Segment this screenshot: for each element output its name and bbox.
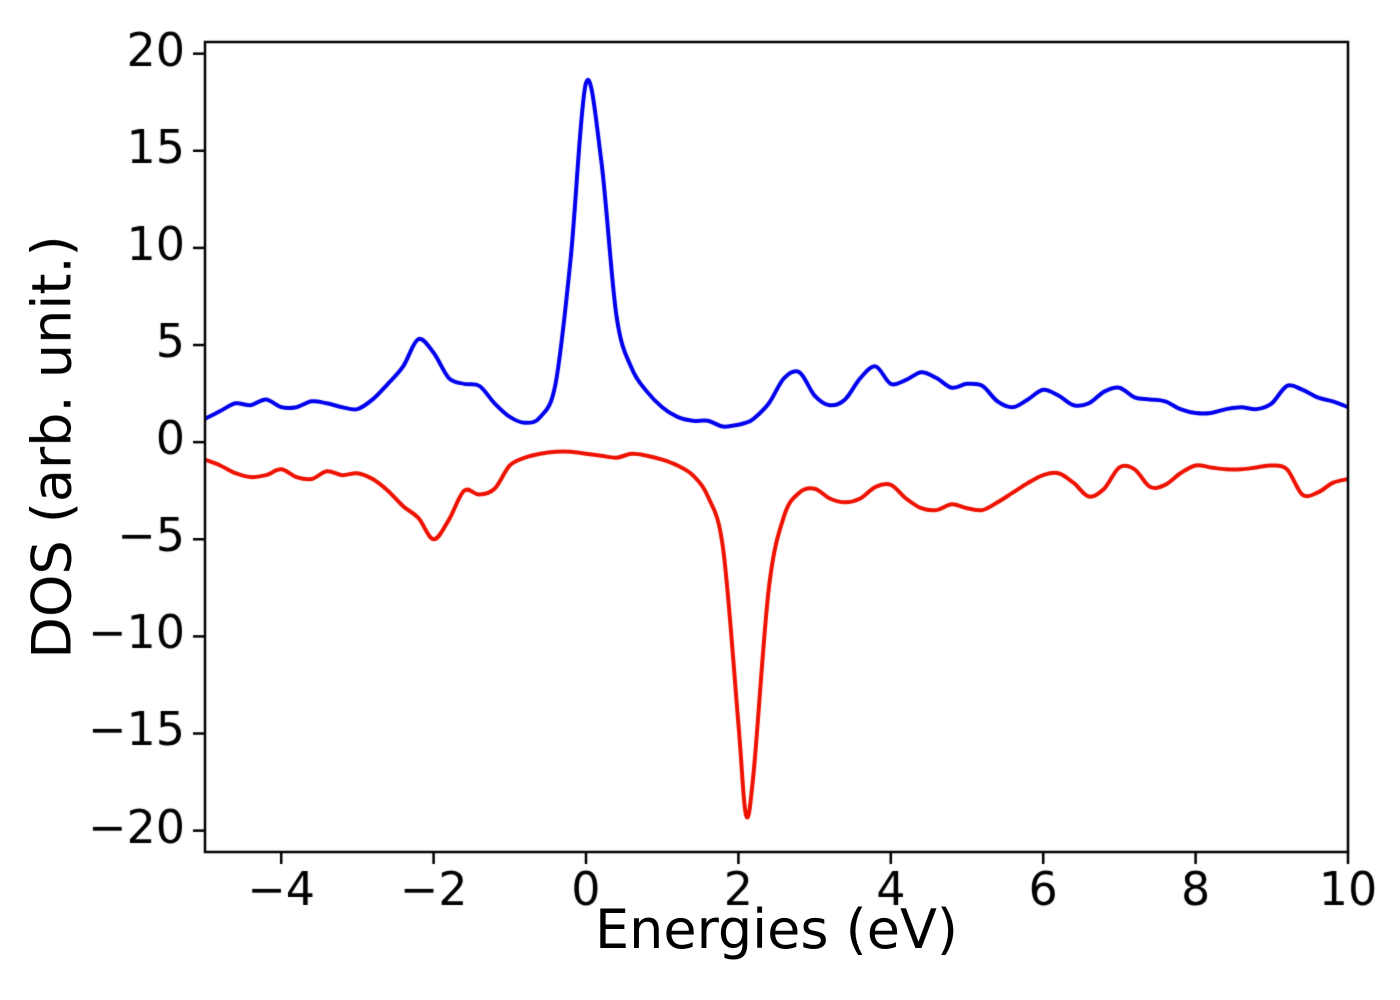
x-axis-label: Energies (eV) [595,898,958,961]
y-axis-label: DOS (arb. unit.) [20,235,84,659]
